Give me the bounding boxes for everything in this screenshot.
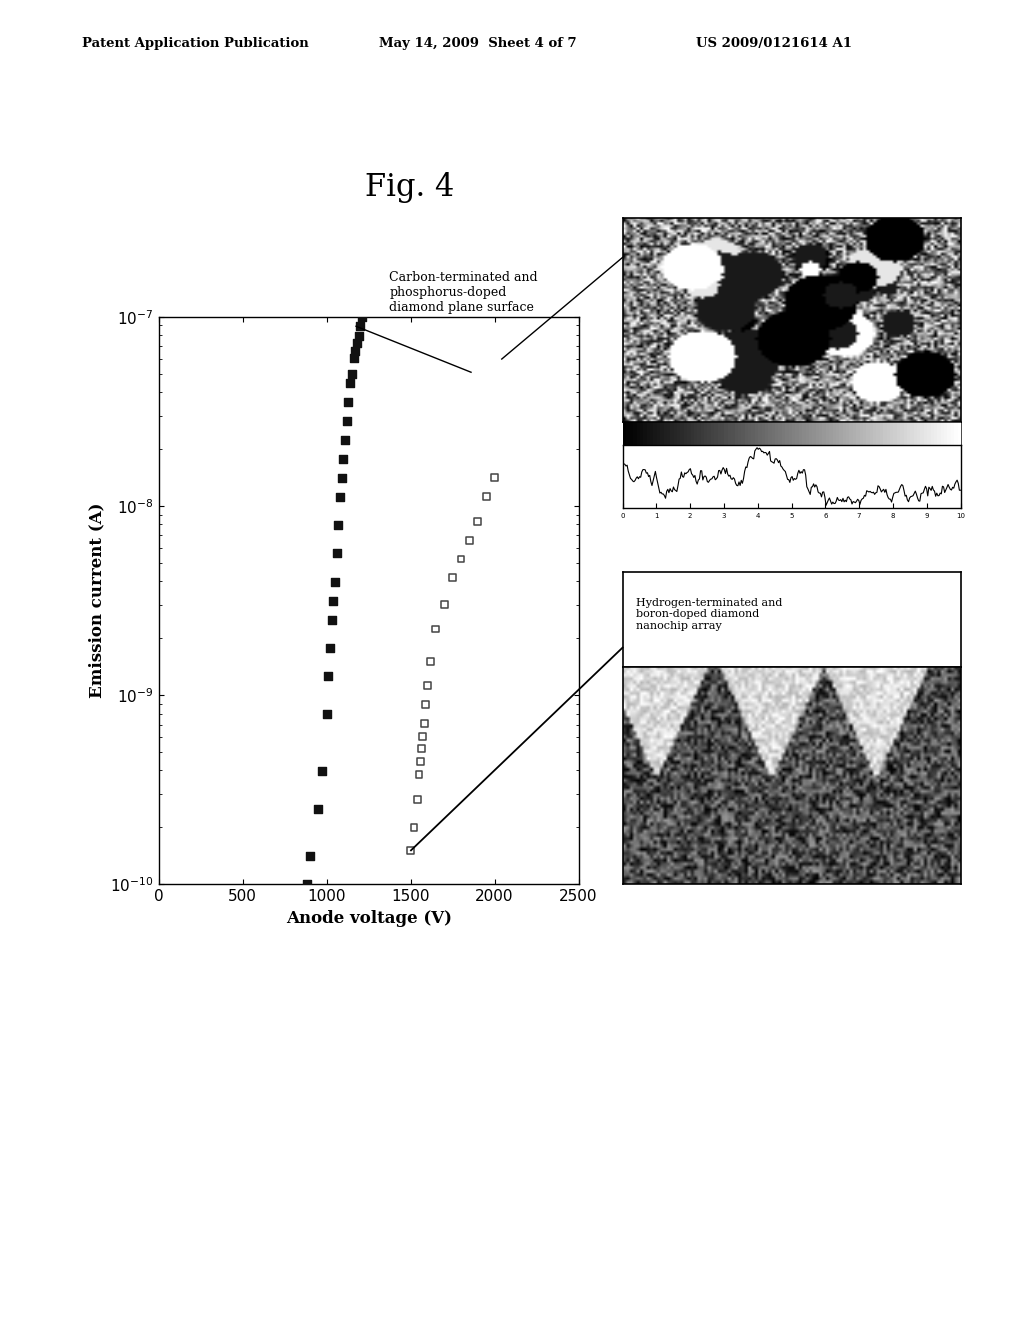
Point xyxy=(453,548,469,569)
Point xyxy=(444,568,461,589)
Point xyxy=(302,845,318,866)
Point xyxy=(423,651,439,672)
Point xyxy=(335,449,351,470)
Point xyxy=(329,543,345,564)
Point xyxy=(419,675,435,696)
Point xyxy=(344,363,360,384)
Point xyxy=(324,609,340,630)
Text: Patent Application Publication: Patent Application Publication xyxy=(82,37,308,50)
Point xyxy=(298,874,314,895)
Point xyxy=(486,467,503,488)
Point xyxy=(349,333,366,354)
Point xyxy=(470,511,486,532)
Point xyxy=(414,726,430,747)
X-axis label: Anode voltage (V): Anode voltage (V) xyxy=(286,909,452,927)
Point xyxy=(340,391,356,412)
Point xyxy=(406,817,422,838)
Point xyxy=(318,704,335,725)
Text: May 14, 2009  Sheet 4 of 7: May 14, 2009 Sheet 4 of 7 xyxy=(379,37,577,50)
Point xyxy=(411,764,427,785)
Text: Fig. 4: Fig. 4 xyxy=(365,172,455,202)
Point xyxy=(410,789,426,810)
Point xyxy=(345,348,361,370)
Text: Carbon-terminated and
phosphorus-doped
diamond plane surface: Carbon-terminated and phosphorus-doped d… xyxy=(389,271,538,314)
Point xyxy=(352,315,369,337)
Point xyxy=(428,618,444,640)
Point xyxy=(332,486,348,507)
Point xyxy=(350,325,367,346)
Point xyxy=(321,665,337,686)
Point xyxy=(327,572,343,593)
Y-axis label: Emission current (A): Emission current (A) xyxy=(88,503,104,698)
Point xyxy=(322,638,338,659)
Text: Hydrogen-terminated and
boron-doped diamond
nanochip array: Hydrogen-terminated and boron-doped diam… xyxy=(636,598,782,631)
Point xyxy=(314,760,331,781)
Point xyxy=(436,594,453,615)
Point xyxy=(330,515,346,536)
Point xyxy=(337,429,353,450)
Point xyxy=(353,306,370,327)
Point xyxy=(334,467,350,488)
Point xyxy=(402,840,419,861)
Point xyxy=(339,411,355,432)
Text: US 2009/0121614 A1: US 2009/0121614 A1 xyxy=(696,37,852,50)
Point xyxy=(418,694,434,715)
Point xyxy=(326,590,342,611)
Point xyxy=(342,372,358,393)
Point xyxy=(461,529,477,550)
Point xyxy=(416,713,432,734)
Point xyxy=(414,738,430,759)
Point xyxy=(413,751,429,772)
Point xyxy=(347,341,364,362)
Point xyxy=(310,799,327,820)
Point xyxy=(478,486,495,507)
